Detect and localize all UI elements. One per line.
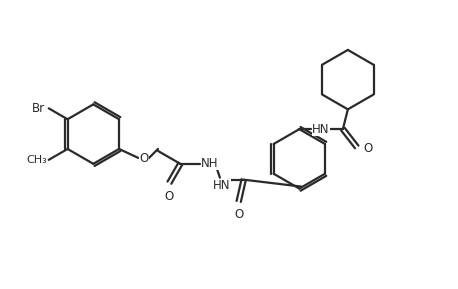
Text: NH: NH — [201, 157, 219, 170]
Text: O: O — [165, 190, 174, 203]
Text: O: O — [364, 142, 373, 155]
Text: HN: HN — [312, 123, 330, 136]
Text: CH₃: CH₃ — [26, 155, 47, 165]
Text: HN: HN — [213, 179, 231, 192]
Text: Br: Br — [32, 102, 45, 115]
Text: O: O — [234, 208, 243, 221]
Text: O: O — [140, 152, 149, 165]
